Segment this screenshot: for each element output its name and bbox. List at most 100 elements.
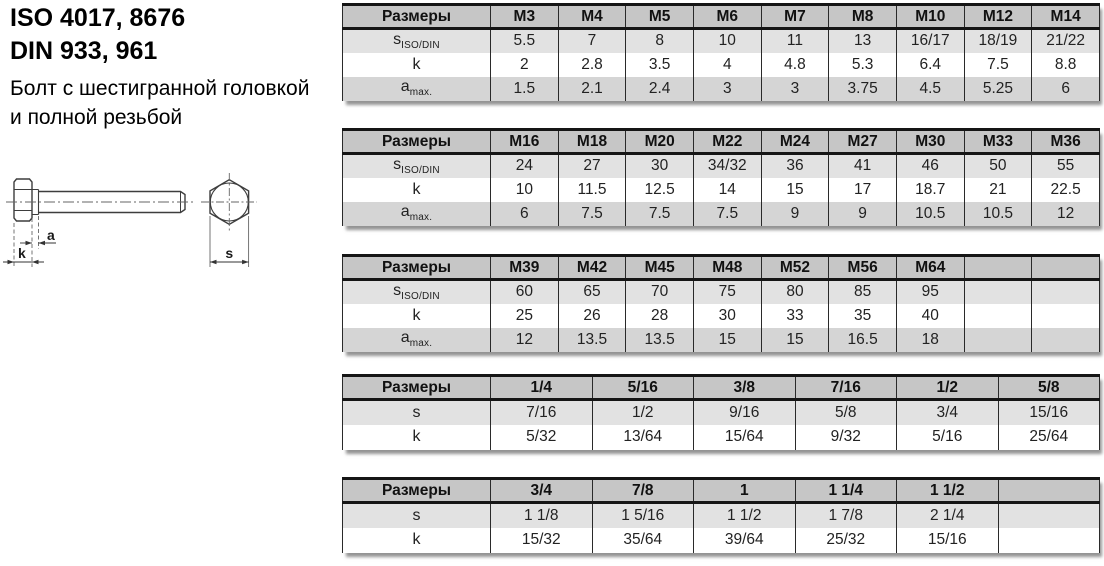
row-label-main: k — [412, 428, 421, 445]
dimension-value-cell: 15 — [760, 327, 829, 352]
size-column-header: M30 — [895, 128, 965, 155]
size-column-header: M64 — [895, 254, 965, 281]
size-column-header: M48 — [692, 254, 762, 281]
dimension-row: amax. 6 7.5 7.5 7.5 9 9 10.5 10.5 12 — [342, 201, 1100, 226]
dimension-value-cell: 60 — [490, 279, 559, 304]
dimension-value-cell: 8 — [625, 28, 694, 53]
size-column-header: 1 1/2 — [896, 477, 998, 504]
size-column-header: M10 — [895, 3, 965, 30]
size-column-header: M42 — [557, 254, 626, 281]
size-column-header: M14 — [1031, 3, 1100, 30]
table-header-row: Размеры M39 M42 M45 M48 M52 M56 M64 — [342, 254, 1100, 281]
row-label-main: s — [393, 31, 402, 49]
size-column-header: M6 — [692, 3, 762, 30]
size-column-header: M7 — [760, 3, 829, 30]
size-column-header: 3/4 — [490, 477, 592, 504]
dim-a-label: a — [47, 227, 55, 243]
row-label: amax. — [343, 202, 491, 226]
row-label-main: s — [412, 403, 421, 421]
dimension-value-cell: 18/19 — [963, 28, 1032, 53]
size-column-header: M8 — [828, 3, 897, 30]
dimension-value-cell: 2.8 — [557, 52, 626, 77]
dimension-value-cell: 35 — [828, 303, 897, 328]
row-label: s — [343, 400, 491, 425]
standard-info-block: ISO 4017, 8676 DIN 933, 961 Болт с шести… — [10, 2, 340, 132]
dimension-value-cell: 9/16 — [693, 399, 795, 425]
dimension-value-cell: 40 — [895, 303, 965, 328]
dimension-value-cell: 7.5 — [692, 201, 762, 226]
size-column-header: M20 — [625, 128, 694, 155]
size-column-header: 5/8 — [997, 374, 1100, 401]
dimension-value-cell: 21 — [963, 177, 1032, 202]
dim-k — [3, 259, 44, 265]
dimension-value-cell: 15/32 — [490, 527, 592, 553]
dimension-row: k 2 2.8 3.5 4 4.8 5.3 6.4 7.5 8.8 — [342, 52, 1100, 77]
description-line-2: и полной резьбой — [10, 106, 183, 129]
dimension-value-cell: 7.5 — [625, 201, 694, 226]
size-column-header — [1031, 254, 1100, 281]
row-label: k — [343, 425, 491, 450]
size-column-header — [997, 477, 1100, 504]
dimension-value-cell: 3/4 — [896, 399, 998, 425]
dimension-value-cell: 12 — [490, 327, 559, 352]
row-label: s — [343, 503, 491, 528]
dimension-value-cell: 9/32 — [794, 424, 897, 450]
size-column-header: 1/2 — [896, 374, 998, 401]
dimension-value-cell — [963, 303, 1032, 328]
dim-s — [209, 216, 250, 267]
size-column-header: M5 — [625, 3, 694, 30]
size-column-header: M36 — [1031, 128, 1100, 155]
dimension-value-cell: 6.4 — [895, 52, 965, 77]
dimension-value-cell: 10.5 — [895, 201, 965, 226]
dimension-value-cell: 9 — [760, 201, 829, 226]
table-header-row: Размеры 1/4 5/16 3/8 7/16 1/2 5/8 — [342, 374, 1100, 401]
dimension-value-cell: 26 — [557, 303, 626, 328]
dimension-value-cell: 30 — [625, 153, 694, 178]
size-column-header: M27 — [828, 128, 897, 155]
dimension-value-cell: 5/8 — [794, 399, 897, 425]
size-column-header: M39 — [490, 254, 559, 281]
size-column-header: 3/8 — [693, 374, 795, 401]
dimension-row: sISO/DIN 24 27 30 34/32 36 41 46 50 55 — [342, 153, 1100, 178]
row-label-main: k — [412, 306, 421, 324]
dimension-value-cell: 28 — [625, 303, 694, 328]
size-column-header: M16 — [490, 128, 559, 155]
dimension-value-cell: 7.5 — [557, 201, 626, 226]
dimension-value-cell — [1031, 327, 1100, 352]
dimension-value-cell: 17 — [828, 177, 897, 202]
dim-s-label: s — [225, 245, 233, 261]
row-label-subscript: max. — [409, 87, 433, 99]
row-label: amax. — [343, 77, 491, 101]
dimension-value-cell: 13.5 — [557, 327, 626, 352]
dimension-table-1: Размеры M3 M4 M5 M6 M7 M8 M10 M12 M14 sISO/DIN 5.5 7… — [342, 3, 1100, 101]
dimension-value-cell: 13/64 — [591, 424, 694, 450]
row-label-main: k — [412, 55, 421, 73]
table-header-label: Размеры — [342, 3, 491, 30]
row-label-subscript: max. — [409, 338, 433, 350]
dimension-value-cell: 21/22 — [1031, 28, 1100, 53]
size-column-header: M45 — [625, 254, 694, 281]
iso-standard-title: ISO 4017, 8676 — [10, 4, 186, 32]
dimension-value-cell — [997, 502, 1100, 528]
dimension-value-cell: 10.5 — [963, 201, 1032, 226]
table-header-label: Размеры — [342, 374, 491, 401]
dimension-value-cell: 2 — [490, 52, 559, 77]
row-label-main: s — [393, 156, 402, 174]
dimension-value-cell: 30 — [692, 303, 762, 328]
size-column-header: M4 — [557, 3, 626, 30]
dimension-value-cell: 55 — [1031, 153, 1100, 178]
dimension-value-cell: 12 — [1031, 201, 1100, 226]
dimension-value-cell: 11 — [760, 28, 829, 53]
dimension-value-cell: 7/16 — [490, 399, 592, 425]
dimension-value-cell: 70 — [625, 279, 694, 304]
dimension-row: k 5/32 13/64 15/64 9/32 5/16 25/64 — [342, 424, 1100, 450]
dimension-value-cell: 80 — [760, 279, 829, 304]
dimension-value-cell: 3.75 — [828, 76, 897, 101]
dimension-value-cell: 22.5 — [1031, 177, 1100, 202]
dimension-value-cell: 15 — [692, 327, 762, 352]
dimension-value-cell: 36 — [760, 153, 829, 178]
dimension-value-cell: 46 — [895, 153, 965, 178]
size-column-header: 5/16 — [591, 374, 694, 401]
row-label: sISO/DIN — [343, 29, 491, 53]
dimension-value-cell: 3 — [692, 76, 762, 101]
